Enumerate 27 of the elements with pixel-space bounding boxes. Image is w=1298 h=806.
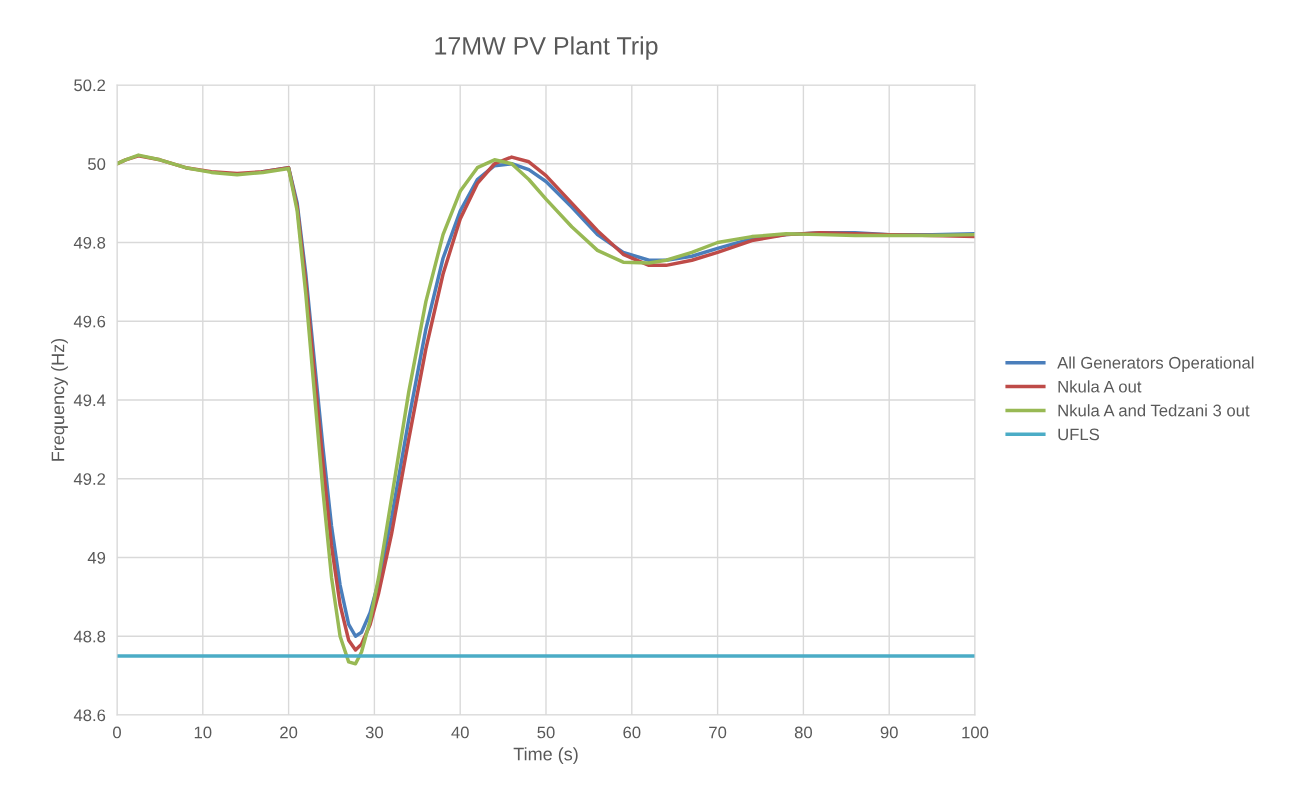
- x-tick-label: 30: [365, 726, 384, 739]
- y-tick-label: 49: [87, 551, 106, 564]
- x-tick-label: 50: [537, 726, 555, 739]
- y-tick-label: 50: [88, 158, 106, 170]
- y-axis-title: Frequency (Hz): [51, 338, 68, 461]
- x-tick-label: 100: [962, 726, 989, 739]
- y-tick-label: 50.2: [74, 79, 106, 92]
- y-tick-label: 49.4: [73, 394, 106, 407]
- legend-label: Nkula A out: [1058, 380, 1142, 393]
- x-tick-label: 10: [194, 726, 212, 739]
- legend-label: UFLS: [1058, 428, 1099, 441]
- x-tick-label: 90: [880, 726, 898, 739]
- y-tick-label: 49.2: [73, 473, 106, 485]
- chart-title: 17MW PV Plant Trip: [435, 36, 658, 60]
- legend-label: All Generators Operational: [1057, 356, 1254, 372]
- legend-label: Nkula A and Tedzani 3 out: [1058, 404, 1250, 417]
- x-axis-title: Time (s): [513, 747, 578, 765]
- x-tick-label: 0: [113, 726, 121, 739]
- y-tick-label: 48.6: [73, 709, 106, 722]
- x-tick-label: 60: [623, 726, 641, 739]
- x-tick-label: 20: [280, 726, 298, 739]
- x-tick-label: 80: [794, 726, 813, 739]
- y-tick-label: 49.6: [73, 315, 106, 328]
- y-tick-label: 49.8: [73, 236, 106, 249]
- y-tick-label: 48.8: [73, 630, 106, 643]
- x-tick-label: 40: [451, 726, 469, 739]
- x-tick-label: 70: [709, 726, 727, 739]
